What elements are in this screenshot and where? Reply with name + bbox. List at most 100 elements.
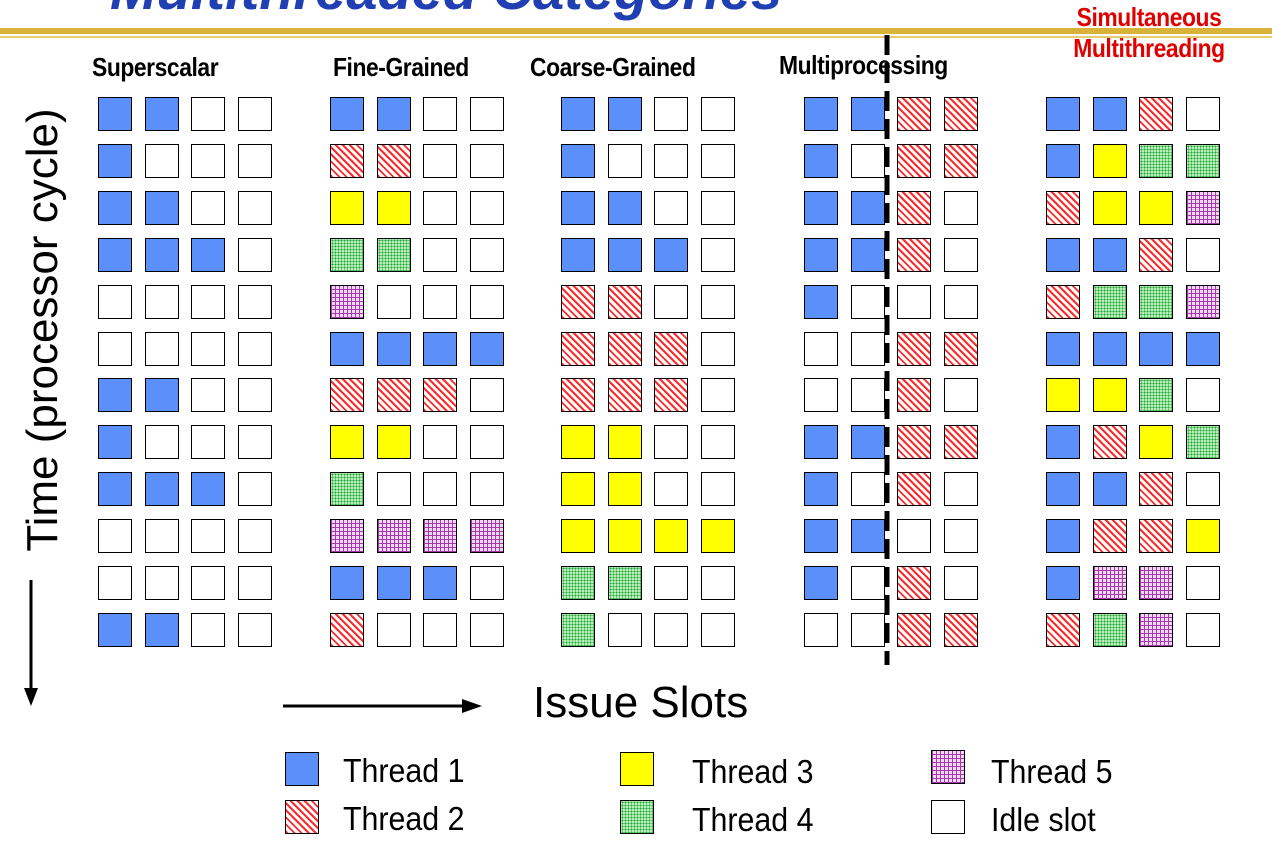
slot-coarse-grained-idle xyxy=(654,191,688,225)
slot-coarse-grained-idle xyxy=(654,144,688,178)
slot-superscalar-idle xyxy=(238,144,272,178)
slot-superscalar-thread-1 xyxy=(191,472,225,506)
slot-coarse-grained-thread-4 xyxy=(561,566,595,600)
slot-superscalar-thread-1 xyxy=(145,472,179,506)
slot-multiprocessing-idle xyxy=(851,144,885,178)
legend-label-t3: Thread 3 xyxy=(692,753,814,790)
slot-coarse-grained-idle xyxy=(701,144,735,178)
slot-fine-grained-thread-3 xyxy=(377,191,411,225)
slot-fine-grained-thread-5 xyxy=(470,519,504,553)
slot-multiprocessing-idle xyxy=(851,332,885,366)
slot-smt-thread-4 xyxy=(1139,285,1173,319)
slot-multiprocessing-thread-2 xyxy=(897,472,931,506)
slot-smt-thread-3 xyxy=(1046,378,1080,412)
slot-multiprocessing-thread-2 xyxy=(897,191,931,225)
column-title-fine-grained: Fine-Grained xyxy=(333,52,469,82)
slot-superscalar-thread-1 xyxy=(145,238,179,272)
slot-superscalar-idle xyxy=(191,285,225,319)
slot-smt-thread-5 xyxy=(1139,613,1173,647)
slot-multiprocessing-idle xyxy=(851,613,885,647)
slot-fine-grained-idle xyxy=(423,285,457,319)
legend-swatch-t3 xyxy=(620,752,654,786)
slot-superscalar-thread-1 xyxy=(191,238,225,272)
slot-fine-grained-thread-2 xyxy=(330,613,364,647)
slot-multiprocessing-thread-1 xyxy=(804,472,838,506)
slot-coarse-grained-thread-1 xyxy=(561,191,595,225)
slot-multiprocessing-thread-2 xyxy=(897,332,931,366)
slot-multiprocessing-thread-2 xyxy=(897,144,931,178)
slot-superscalar-idle xyxy=(238,238,272,272)
slot-multiprocessing-idle xyxy=(944,238,978,272)
slot-coarse-grained-idle xyxy=(701,285,735,319)
slot-coarse-grained-idle xyxy=(701,425,735,459)
slot-multiprocessing-thread-2 xyxy=(944,425,978,459)
slot-multiprocessing-thread-1 xyxy=(851,425,885,459)
slot-multiprocessing-thread-2 xyxy=(897,566,931,600)
slot-smt-thread-4 xyxy=(1186,144,1220,178)
slot-coarse-grained-thread-2 xyxy=(654,332,688,366)
slot-superscalar-thread-1 xyxy=(98,613,132,647)
slot-fine-grained-idle xyxy=(470,378,504,412)
legend-swatch-t5 xyxy=(931,750,965,784)
column-title-smt-line1: Simultaneous xyxy=(1076,2,1222,32)
slot-coarse-grained-thread-2 xyxy=(561,332,595,366)
slot-coarse-grained-thread-1 xyxy=(561,238,595,272)
legend-label-t4: Thread 4 xyxy=(692,801,814,838)
column-title-superscalar: Superscalar xyxy=(92,52,219,82)
slot-superscalar-idle xyxy=(191,97,225,131)
slot-fine-grained-thread-1 xyxy=(377,332,411,366)
column-title-smt: Simultaneous Multithreading xyxy=(1048,2,1250,64)
slot-coarse-grained-idle xyxy=(654,285,688,319)
slot-multiprocessing-thread-2 xyxy=(897,238,931,272)
slot-superscalar-idle xyxy=(98,566,132,600)
slot-fine-grained-idle xyxy=(470,566,504,600)
slot-superscalar-idle xyxy=(191,613,225,647)
column-title-multiprocessing: Multiprocessing xyxy=(779,50,948,80)
slot-multiprocessing-thread-2 xyxy=(944,144,978,178)
slot-fine-grained-thread-1 xyxy=(423,566,457,600)
slot-smt-thread-1 xyxy=(1139,332,1173,366)
slot-fine-grained-thread-5 xyxy=(377,519,411,553)
slot-fine-grained-thread-2 xyxy=(330,144,364,178)
slot-coarse-grained-thread-1 xyxy=(608,238,642,272)
slot-superscalar-idle xyxy=(238,566,272,600)
slot-superscalar-idle xyxy=(145,519,179,553)
slot-smt-thread-1 xyxy=(1046,97,1080,131)
slot-coarse-grained-idle xyxy=(608,144,642,178)
slot-multiprocessing-thread-1 xyxy=(804,285,838,319)
slot-smt-thread-1 xyxy=(1046,144,1080,178)
slot-smt-thread-4 xyxy=(1139,144,1173,178)
slot-smt-thread-4 xyxy=(1093,613,1127,647)
slot-superscalar-idle xyxy=(238,472,272,506)
slot-superscalar-idle xyxy=(98,332,132,366)
time-axis-arrow xyxy=(24,580,38,706)
slot-multiprocessing-idle xyxy=(944,519,978,553)
slot-multiprocessing-idle xyxy=(851,285,885,319)
slot-superscalar-idle xyxy=(238,378,272,412)
slot-multiprocessing-thread-1 xyxy=(804,144,838,178)
slot-smt-thread-3 xyxy=(1139,191,1173,225)
slot-multiprocessing-thread-2 xyxy=(944,613,978,647)
slot-coarse-grained-thread-3 xyxy=(561,519,595,553)
slot-multiprocessing-thread-2 xyxy=(897,97,931,131)
legend-label-t5: Thread 5 xyxy=(991,753,1113,790)
slot-superscalar-idle xyxy=(238,519,272,553)
slot-multiprocessing-thread-2 xyxy=(897,378,931,412)
slot-smt-thread-3 xyxy=(1093,191,1127,225)
slot-coarse-grained-idle xyxy=(701,613,735,647)
slot-coarse-grained-idle xyxy=(701,238,735,272)
slot-fine-grained-idle xyxy=(377,613,411,647)
slot-coarse-grained-idle xyxy=(654,613,688,647)
slot-multiprocessing-idle xyxy=(851,566,885,600)
slot-superscalar-thread-1 xyxy=(98,378,132,412)
slot-fine-grained-thread-1 xyxy=(330,332,364,366)
slot-coarse-grained-idle xyxy=(608,613,642,647)
slot-fine-grained-idle xyxy=(423,472,457,506)
slot-fine-grained-idle xyxy=(423,144,457,178)
slot-multiprocessing-idle xyxy=(944,472,978,506)
slot-smt-thread-3 xyxy=(1139,425,1173,459)
slot-superscalar-idle xyxy=(191,519,225,553)
slot-coarse-grained-idle xyxy=(701,97,735,131)
slot-multiprocessing-thread-2 xyxy=(944,97,978,131)
slot-fine-grained-thread-5 xyxy=(330,519,364,553)
